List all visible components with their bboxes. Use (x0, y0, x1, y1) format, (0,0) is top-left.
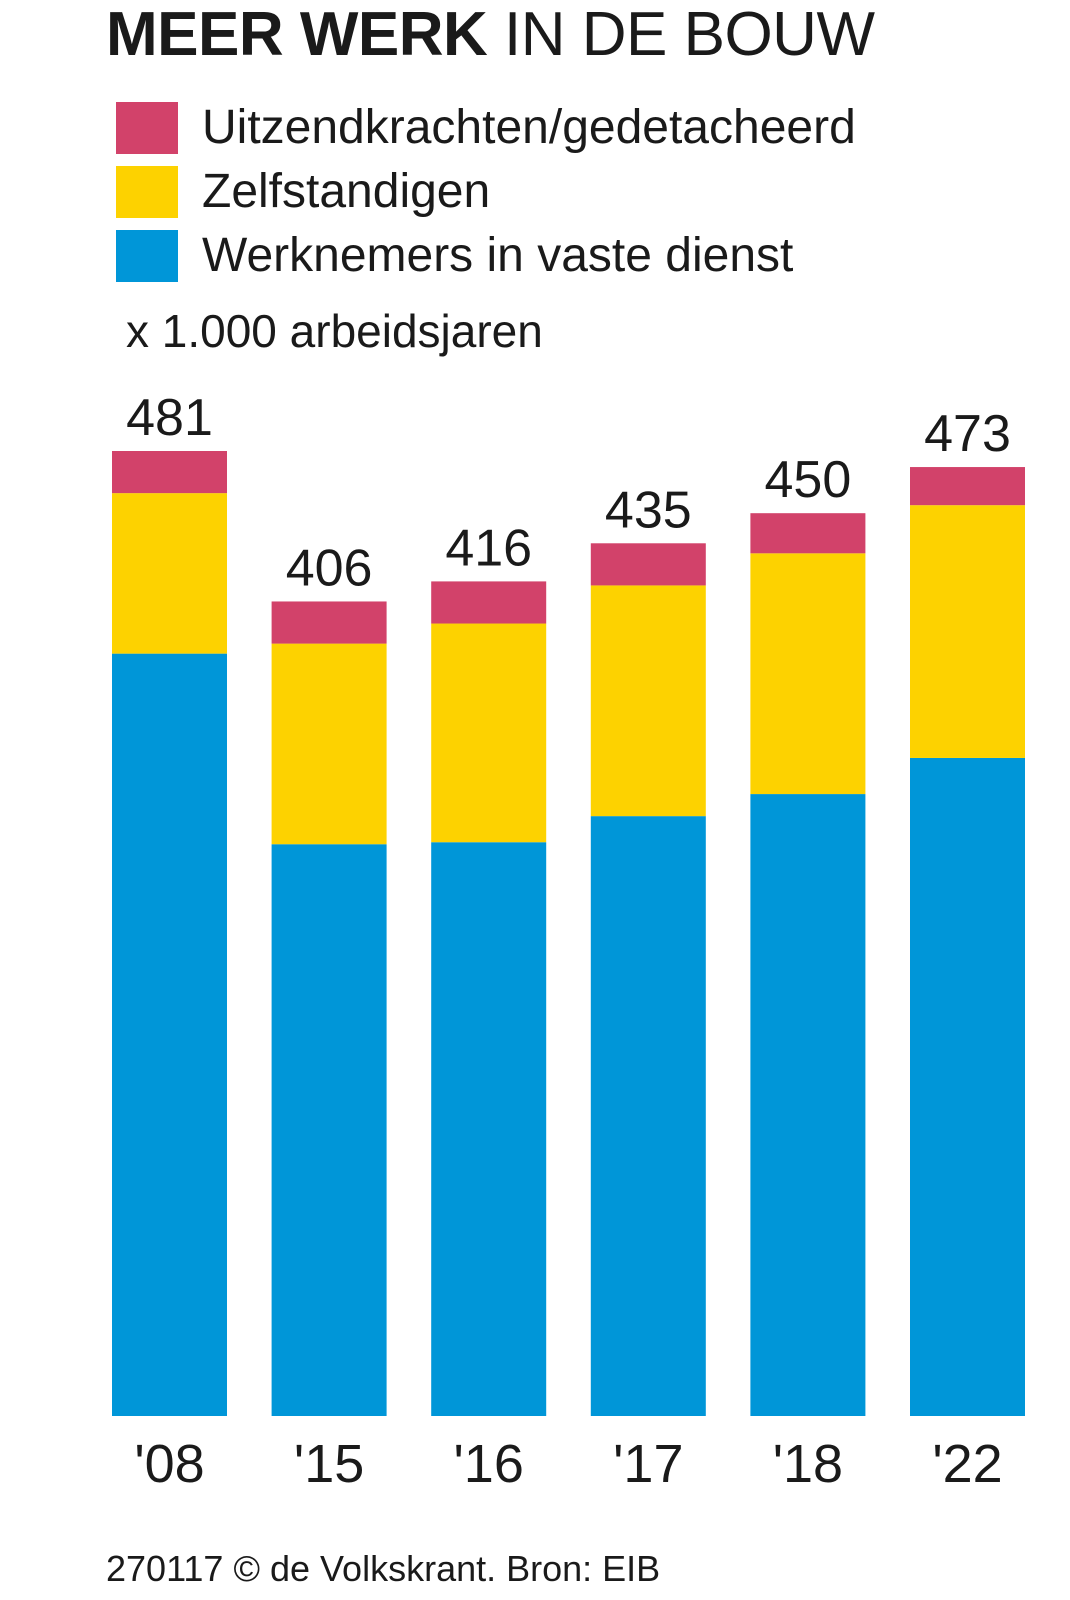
x-tick-label: '08 (134, 1434, 204, 1494)
bar-segment-uitzendkrachten (112, 451, 227, 494)
x-tick-label: '16 (454, 1434, 524, 1494)
bar-total-label: 435 (605, 481, 692, 539)
bar-segment-uitzendkrachten (590, 543, 706, 586)
legend-swatch-uitzendkrachten (116, 102, 178, 154)
bar-segment-zelfstandigen (750, 553, 866, 795)
bar-segment-werknemers (590, 816, 706, 1416)
bar-total-label: 406 (286, 539, 373, 597)
bar-segment-werknemers (112, 653, 227, 1416)
bar-total-label: 450 (765, 451, 852, 509)
source-credit: 270117 © de Volkskrant. Bron: EIB (106, 1548, 661, 1589)
bar-segment-werknemers (271, 844, 387, 1416)
bar-segment-uitzendkrachten (271, 601, 387, 644)
bar-segment-zelfstandigen (910, 505, 1025, 758)
x-tick-label: '22 (932, 1434, 1002, 1494)
bar-total-label: 473 (924, 405, 1011, 463)
bar-total-label: 481 (126, 389, 213, 447)
legend-swatch-zelfstandigen (116, 166, 178, 218)
x-tick-label: '15 (294, 1434, 364, 1494)
bar-segment-zelfstandigen (112, 493, 227, 654)
legend-label-werknemers: Werknemers in vaste dienst (202, 229, 794, 282)
bar-segment-zelfstandigen (271, 643, 387, 845)
x-tick-label: '17 (613, 1434, 683, 1494)
chart-title-bold: MEER WERK (106, 0, 488, 69)
x-tick-label: '18 (773, 1434, 843, 1494)
bar-segment-uitzendkrachten (750, 513, 866, 554)
stacked-bar-chart: 481 '08 406 '15 416 '16 435 '17 450 '18 473 '22 (112, 389, 1025, 1494)
bar-segment-zelfstandigen (590, 585, 706, 817)
bar-segment-zelfstandigen (431, 623, 547, 843)
legend-label-uitzendkrachten: Uitzendkrachten/gedetacheerd (202, 101, 856, 154)
bar-segment-uitzendkrachten (431, 581, 547, 624)
bar-segment-uitzendkrachten (910, 467, 1025, 506)
legend-swatch-werknemers (116, 230, 178, 282)
chart-title-light: IN DE BOUW (504, 0, 875, 69)
bar-segment-werknemers (750, 794, 866, 1416)
chart-title: MEER WERK IN DE BOUW (106, 0, 875, 70)
legend-label-zelfstandigen: Zelfstandigen (202, 165, 491, 218)
unit-label: x 1.000 arbeidsjaren (126, 305, 543, 357)
bar-total-label: 416 (445, 519, 532, 577)
bar-segment-werknemers (431, 842, 547, 1416)
bar-segment-werknemers (910, 757, 1025, 1416)
